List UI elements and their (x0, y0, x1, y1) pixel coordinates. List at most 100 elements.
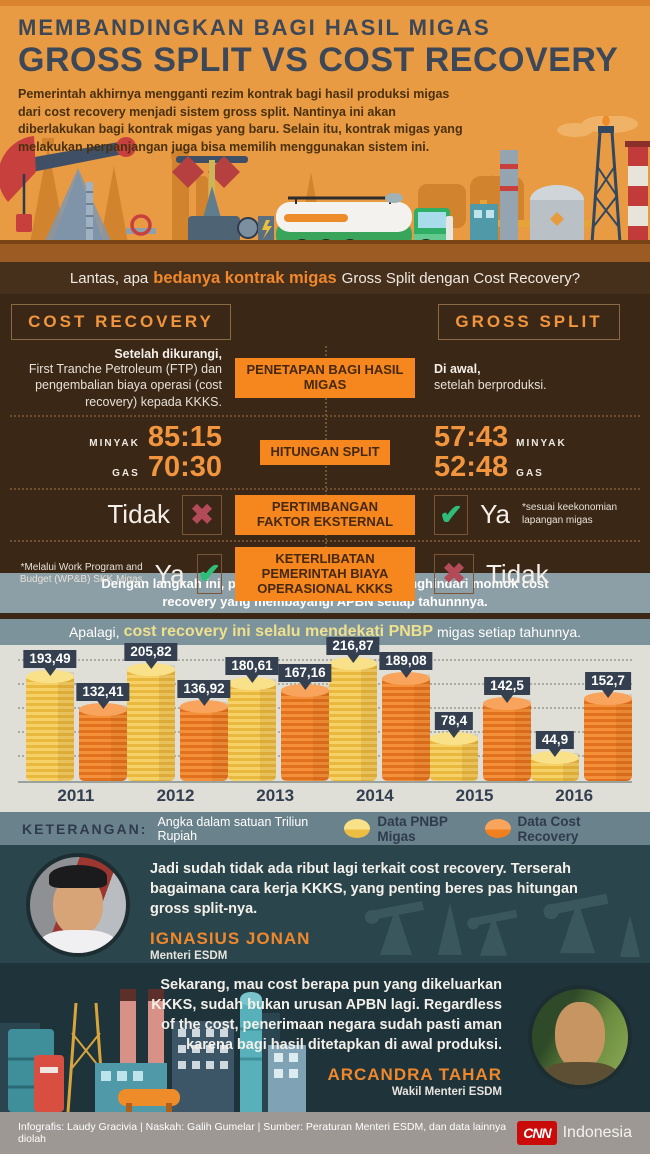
value-label: 44,9 (535, 731, 575, 749)
top-strip (0, 0, 650, 6)
vertical-dotted-connector (325, 346, 327, 593)
value-label: 189,08 (379, 652, 433, 670)
gridline (18, 683, 632, 685)
coin-top (483, 697, 531, 710)
coin-stack: 180,61 (225, 657, 279, 781)
refinery (470, 116, 650, 244)
coin-stack: 132,41 (76, 683, 130, 781)
quote-arcandra-section: Sekarang, mau cost berapa pun yang dikel… (0, 963, 650, 1112)
gs-keterlibatan-answer: Tidak (486, 558, 549, 589)
question-highlight: bedanya kontrak migas (153, 268, 337, 287)
oil-industry-illustration (0, 116, 650, 262)
coin-top (180, 700, 228, 713)
row-keterlibatan: *Melalui Work Program and Budget (WP&B) … (10, 539, 640, 607)
year-label: 2015 (455, 786, 494, 805)
column-headers: COST RECOVERY GROSS SPLIT (10, 300, 640, 342)
cr-penetapan-text: First Tranche Petroleum (FTP) dan pengem… (28, 362, 222, 409)
year-label: 2014 (355, 786, 394, 805)
coin-top (26, 670, 74, 683)
x-axis-line (18, 781, 632, 783)
jonan-quote: Jadi sudah tidak ada ribut lagi terkait … (150, 861, 578, 917)
coin-top (329, 657, 377, 670)
chart-group-2011: 193,49 132,41 (23, 650, 130, 781)
penetapan-box: PENETAPAN BAGI HASIL MIGAS (235, 358, 415, 399)
coin-bar-chart: 193,49 132,41 205,82 136,92 180,61 167,16 216,… (0, 637, 650, 812)
cr-gas-value: 70:30 (147, 451, 222, 484)
value-label: 142,5 (484, 677, 530, 695)
value-label: 78,4 (434, 712, 474, 730)
question-bar: Lantas, apa bedanya kontrak migas Gross … (0, 262, 650, 294)
gs-penetapan-lead: Di awal, (434, 362, 481, 377)
brand-suffix: Indonesia (562, 1124, 632, 1141)
row-faktor-eksternal: Tidak ✖ PERTIMBANGAN FAKTOR EKSTERNAL ✔ … (10, 487, 640, 540)
value-label: 180,61 (225, 657, 279, 675)
chart-headline-bar: Apalagi, cost recovery ini selalu mendek… (0, 619, 650, 645)
legend-pnbp-label: Data PNBP Migas (377, 813, 448, 844)
coin-stack: 136,92 (177, 680, 231, 781)
row-penetapan: Setelah dikurangi, First Tranche Petrole… (10, 342, 640, 415)
cr-minyak-label: MINYAK (89, 437, 140, 449)
gridline (18, 659, 632, 661)
legend-bar: KETERANGAN: Angka dalam satuan Triliun R… (0, 812, 650, 845)
year-label: 2011 (57, 786, 95, 805)
coin-stack: 142,5 (483, 677, 531, 781)
coin-stack: 44,9 (531, 731, 579, 781)
credits: Infografis: Laudy Gracivia | Naskah: Gal… (18, 1121, 507, 1145)
value-label: 205,82 (124, 643, 178, 661)
coin-top (127, 663, 175, 676)
chart-group-2015: 78,4 142,5 (430, 653, 531, 781)
quote-jonan-section: Jadi sudah tidak ada ribut lagi terkait … (0, 845, 650, 963)
row-hitungan-split: MINYAK 85:15 GAS 70:30 HITUNGAN SPLIT 57… (10, 414, 640, 488)
headline-suffix: migas setiap tahunnya. (437, 624, 582, 640)
chart-group-2014: 216,87 189,08 (326, 637, 433, 781)
gs-gas-label: GAS (516, 468, 544, 480)
pumpjack (0, 136, 156, 243)
arcandra-role: Wakil Menteri ESDM (391, 1086, 502, 1098)
value-label: 136,92 (177, 680, 231, 698)
jonan-role: Menteri ESDM (150, 950, 228, 962)
legend-unit-note: Angka dalam satuan Triliun Rupiah (157, 814, 309, 843)
value-label: 167,16 (278, 664, 332, 682)
jonan-photo (26, 853, 130, 957)
coin-stack: 167,16 (278, 664, 332, 781)
intro-paragraph: Pemerintah akhirnya mengganti rezim kont… (18, 86, 463, 155)
chart-plot: 193,49 132,41 205,82 136,92 180,61 167,16 216,… (18, 637, 632, 781)
pumpjack-silhouettes (365, 893, 640, 957)
arcandra-name: ARCANDRA TAHAR (327, 1065, 502, 1084)
legend-cr-label: Data Cost Recovery (517, 813, 581, 844)
cost-recovery-header: COST RECOVERY (11, 304, 231, 340)
cr-gas-label: GAS (112, 468, 140, 480)
coin-top (228, 677, 276, 690)
headline-highlight: cost recovery ini selalu mendekati PNBP (123, 623, 434, 640)
arcandra-photo (528, 985, 632, 1089)
orange-coin-icon (484, 819, 511, 838)
year-label: 2016 (555, 786, 594, 805)
refinery-illustration (0, 989, 306, 1112)
check-icon: ✔ (439, 498, 463, 530)
coin-top (281, 684, 329, 697)
gs-eksternal-answer: Ya (480, 499, 510, 530)
cr-keterlibatan-note: *Melalui Work Program and Budget (WP&B) … (19, 561, 143, 586)
jonan-name: IGNASIUS JONAN (150, 929, 311, 948)
gross-split-header: GROSS SPLIT (438, 304, 620, 340)
check-icon: ✔ (197, 558, 221, 590)
coin-stack: 189,08 (379, 652, 433, 781)
hitungan-split-box: HITUNGAN SPLIT (260, 439, 390, 465)
cr-eksternal-answer: Tidak (107, 499, 170, 530)
chart-group-2013: 180,61 167,16 (225, 653, 332, 781)
coin-top (382, 672, 430, 685)
coin-stack: 205,82 (124, 643, 178, 781)
coin-stack: 193,49 (23, 650, 77, 781)
cr-minyak-value: 85:15 (147, 420, 222, 453)
gs-minyak-label: MINYAK (516, 437, 567, 449)
value-label: 132,41 (76, 683, 130, 701)
value-label: 152,7 (585, 672, 631, 690)
yellow-coin-icon (344, 819, 371, 838)
hero-section: MEMBANDINGKAN BAGI HASIL MIGAS GROSS SPL… (0, 0, 650, 262)
coin-top (584, 692, 632, 705)
coin-top (79, 703, 127, 716)
legend-item-cost-recovery: Data Cost Recovery (484, 813, 628, 844)
value-label: 193,49 (23, 650, 77, 668)
chart-group-2016: 44,9 152,7 (531, 653, 632, 781)
